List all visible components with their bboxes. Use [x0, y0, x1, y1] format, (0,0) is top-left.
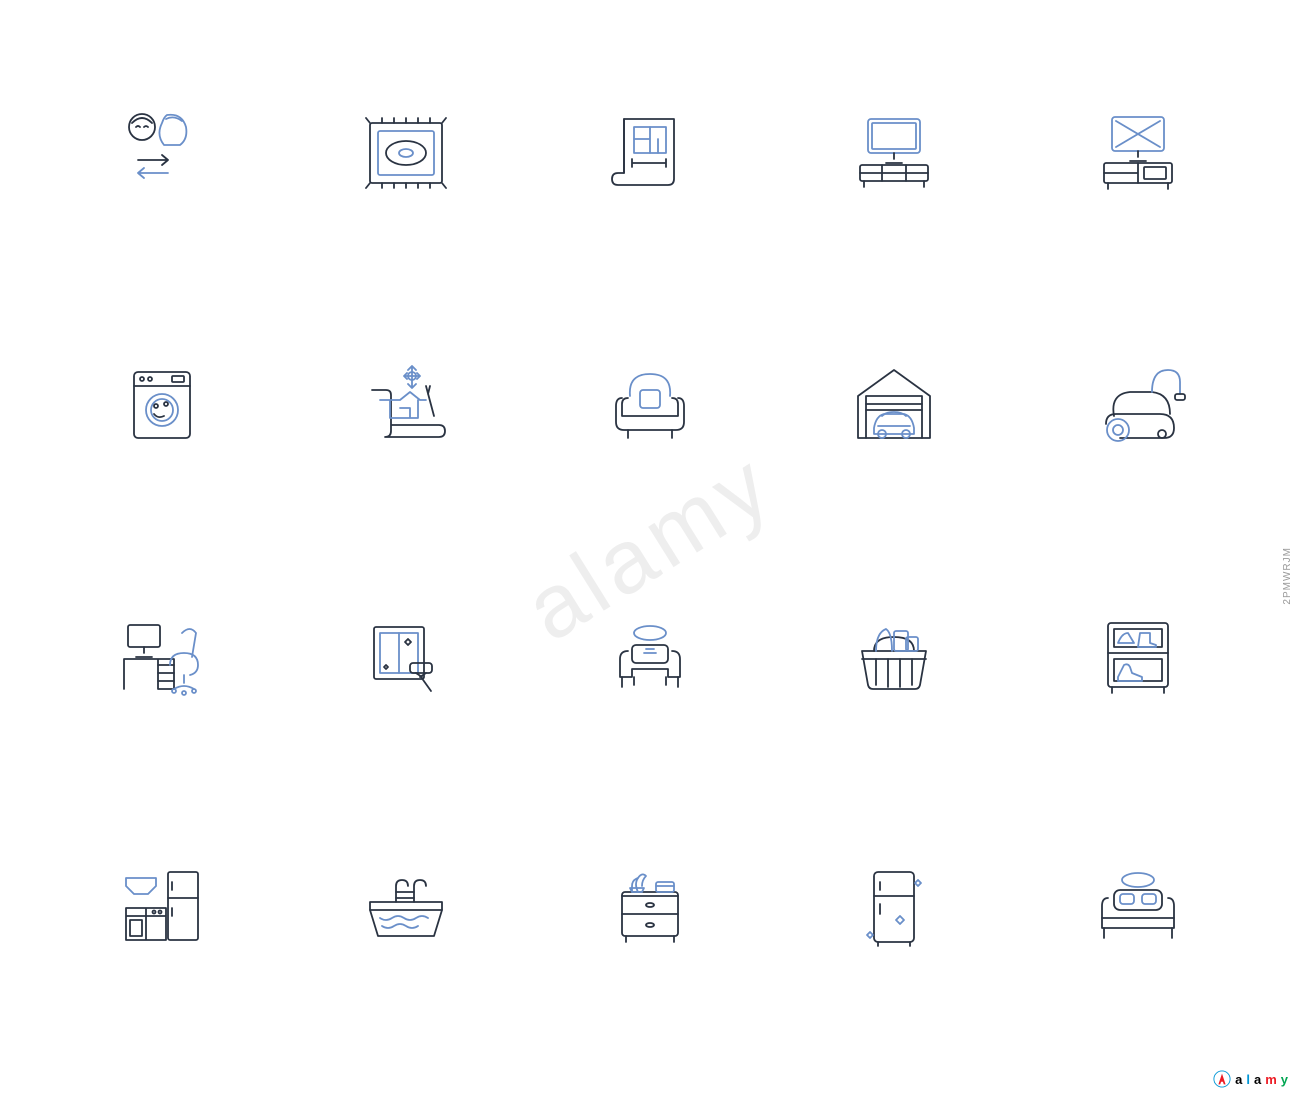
dining-table-icon [528, 532, 772, 783]
armchair-icon [528, 281, 772, 532]
tv-cabinet-icon [1016, 30, 1260, 281]
tv-stand-icon [772, 30, 1016, 281]
footer-letter-a2: a [1254, 1072, 1261, 1087]
garage-car-icon [772, 281, 1016, 532]
drawer-plant-icon [528, 782, 772, 1033]
rug-carpet-icon [284, 30, 528, 281]
shopping-basket-icon [772, 532, 1016, 783]
alamy-a-icon [1213, 1070, 1231, 1088]
refrigerator-icon [772, 782, 1016, 1033]
vacuum-cleaner-icon [1016, 281, 1260, 532]
footer-letter-a: a [1235, 1072, 1242, 1087]
washing-machine-icon [40, 281, 284, 532]
blueprint-icon [528, 30, 772, 281]
footer-letter-l: l [1246, 1072, 1250, 1087]
swimming-pool-icon [284, 782, 528, 1033]
footer-logo: alamy [1213, 1070, 1288, 1088]
footer-letter-y: y [1281, 1072, 1288, 1087]
office-desk-icon [40, 532, 284, 783]
footer-letter-m: m [1265, 1072, 1277, 1087]
bed-icon [1016, 782, 1260, 1033]
window-clean-icon [284, 532, 528, 783]
kitchen-icon [40, 782, 284, 1033]
house-plan-icon [284, 281, 528, 532]
icon-grid [0, 0, 1300, 1093]
people-exchange-icon [40, 30, 284, 281]
image-id: 2PMWRJM [1283, 547, 1294, 605]
shoe-cabinet-icon [1016, 532, 1260, 783]
footer-bar: alamy [0, 1065, 1300, 1093]
